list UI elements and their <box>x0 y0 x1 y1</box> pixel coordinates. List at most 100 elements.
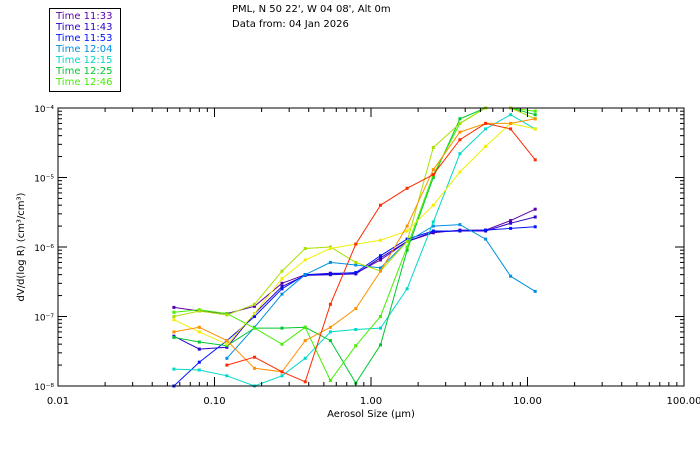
data-point <box>328 330 332 334</box>
axes: 0.01 0.10 1.00 10.00 100.00 10⁻⁸ 10⁻⁷ 10⁻⁶ 10⁻⁵ 1… <box>34 105 700 407</box>
data-point <box>225 356 229 360</box>
y-tick-label: 10⁻⁶ <box>34 244 54 254</box>
data-point <box>172 310 176 314</box>
data-point <box>458 117 462 121</box>
plot-frame <box>57 107 685 387</box>
data-point <box>533 158 537 162</box>
data-point <box>458 130 462 134</box>
y-tick-label: 10⁻⁴ <box>34 105 54 115</box>
data-point <box>328 325 332 329</box>
data-point <box>509 226 513 230</box>
data-point <box>354 307 358 311</box>
data-point <box>458 229 462 233</box>
data-point <box>303 356 307 360</box>
x-axis-label: Aerosol Size (µm) <box>327 409 415 420</box>
data-point <box>509 221 513 225</box>
data-point <box>280 342 284 346</box>
data-point <box>431 229 435 233</box>
chart-subtitle: Data from: 04 Jan 2026 <box>232 19 349 30</box>
data-point <box>172 305 176 309</box>
data-point <box>379 256 382 260</box>
data-point <box>197 360 201 364</box>
y-axis-label: dV/d(log R) (cm³/cm³) <box>16 192 27 301</box>
data-point <box>405 248 409 252</box>
data-point <box>431 176 435 179</box>
data-point <box>354 271 358 274</box>
data-point <box>533 215 537 219</box>
data-point <box>379 326 382 330</box>
series-line-3 <box>226 224 536 359</box>
data-point <box>533 127 537 131</box>
data-point <box>253 366 256 370</box>
data-point <box>379 269 382 273</box>
data-point <box>280 292 284 296</box>
x-tick-label: 10.00 <box>513 396 542 407</box>
data-point <box>172 335 176 339</box>
data-point <box>484 228 488 232</box>
data-point <box>509 121 513 125</box>
data-point <box>533 113 537 117</box>
data-point <box>533 117 537 121</box>
data-point <box>280 374 284 378</box>
data-point <box>379 266 382 270</box>
data-point <box>225 313 229 317</box>
data-point <box>458 138 462 142</box>
data-point <box>253 302 256 306</box>
data-point <box>533 225 537 229</box>
data-point <box>405 224 409 228</box>
data-point <box>405 240 409 243</box>
data-point <box>280 370 284 374</box>
x-tick-label: 0.01 <box>47 396 69 407</box>
data-point <box>509 219 513 223</box>
data-point <box>172 367 176 371</box>
data-point <box>328 272 332 276</box>
data-point <box>379 254 382 258</box>
data-point <box>354 344 358 348</box>
data-point <box>328 260 332 264</box>
data-point <box>303 247 307 250</box>
data-point <box>280 277 284 281</box>
data-point <box>405 245 409 249</box>
data-point <box>458 223 462 227</box>
data-point <box>253 304 256 308</box>
x-tick-label: 0.10 <box>203 396 225 407</box>
series-line-2 <box>173 226 536 387</box>
data-point <box>379 315 382 318</box>
data-point <box>172 315 176 318</box>
legend-entry: Time 11:33 <box>56 11 113 22</box>
data-point <box>533 207 537 211</box>
data-point <box>303 339 307 343</box>
data-point <box>405 229 409 233</box>
data-point <box>484 127 488 131</box>
data-point <box>197 368 201 372</box>
data-point <box>431 220 435 224</box>
data-point <box>303 273 307 277</box>
data-point <box>379 203 382 207</box>
data-point <box>280 281 284 285</box>
data-point <box>533 289 537 293</box>
data-point <box>431 203 435 207</box>
chart-title: PML, N 50 22', W 04 08', Alt 0m <box>232 4 391 15</box>
data-point <box>431 224 435 228</box>
data-point <box>328 339 332 343</box>
legend-entry: Time 12:46 <box>56 77 113 88</box>
data-point <box>458 170 462 174</box>
legend: Time 11:33 Time 11:43 Time 11:53 Time 12:04… <box>49 8 121 92</box>
data-point <box>280 287 284 291</box>
data-point <box>225 345 229 349</box>
data-point <box>354 260 358 264</box>
data-point <box>253 312 256 316</box>
data-point <box>431 146 435 149</box>
legend-entry: Time 11:53 <box>56 33 113 44</box>
data-point <box>197 347 201 351</box>
data-point <box>379 238 382 242</box>
data-point <box>328 302 332 306</box>
x-tick-label: 1.00 <box>360 396 382 407</box>
data-point <box>379 258 382 262</box>
legend-entry: Time 12:15 <box>56 55 113 66</box>
data-point <box>303 325 307 329</box>
data-point <box>354 242 358 246</box>
data-point <box>484 121 488 125</box>
data-point <box>484 237 488 241</box>
